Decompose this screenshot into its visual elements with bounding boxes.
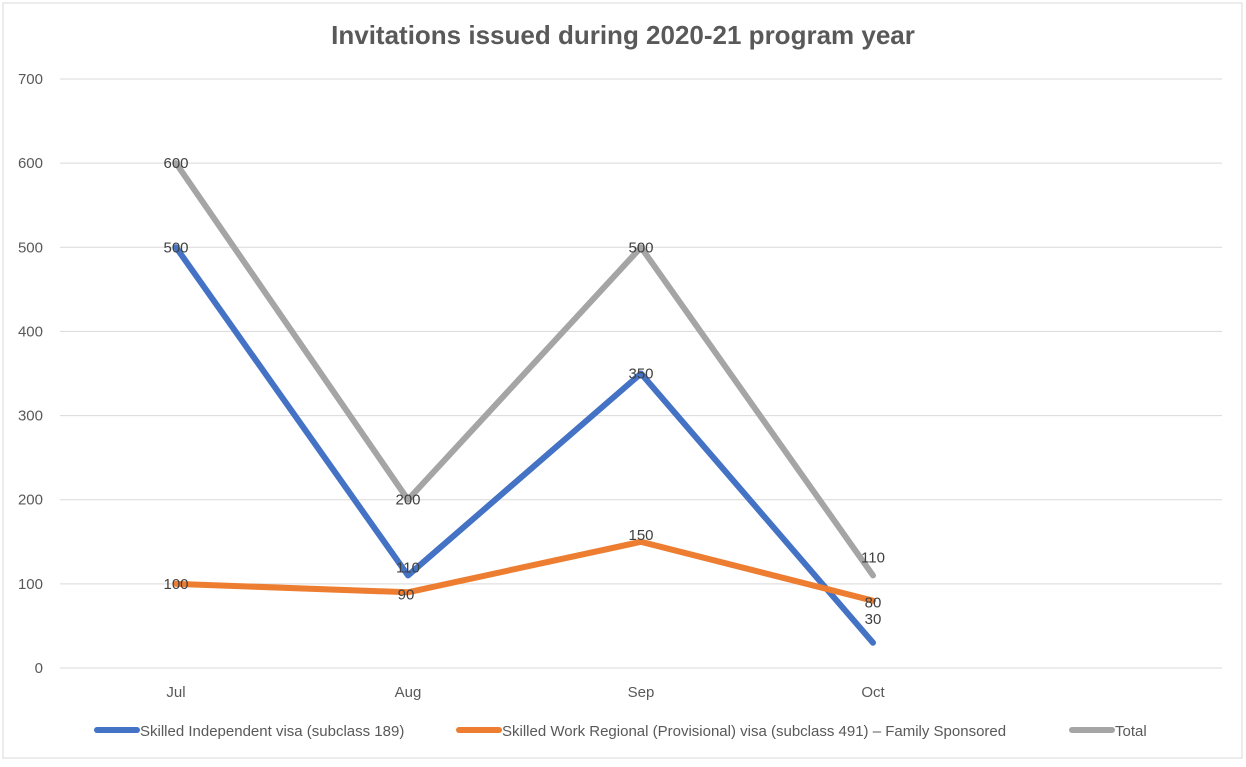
series-line	[173, 160, 876, 579]
data-label: 350	[628, 366, 653, 383]
series-lines	[173, 160, 876, 646]
data-label: 100	[163, 576, 188, 593]
data-label: 90	[398, 586, 415, 603]
data-label: 30	[865, 611, 882, 628]
legend-label: Total	[1115, 723, 1147, 740]
y-axis-tick-labels: 0 100 200 300 400 500 600 700	[18, 71, 43, 677]
data-labels: 500 110 350 30 100 90 150 80 600 200 500 110	[163, 155, 884, 628]
x-tick-label: Oct	[861, 684, 885, 701]
data-label: 200	[395, 492, 420, 509]
data-label: 110	[396, 559, 420, 576]
y-tick-label: 200	[18, 492, 43, 509]
y-tick-label: 700	[18, 71, 43, 88]
y-tick-label: 400	[18, 323, 43, 340]
y-tick-label: 100	[18, 576, 43, 593]
x-tick-label: Aug	[395, 684, 422, 701]
legend-item: Skilled Work Regional (Provisional) visa…	[456, 723, 1006, 740]
y-tick-label: 500	[18, 239, 43, 256]
data-label: 600	[163, 155, 188, 172]
legend-item: Total	[1069, 723, 1147, 740]
y-tick-label: 300	[18, 408, 43, 425]
legend-label: Skilled Independent visa (subclass 189)	[140, 723, 404, 740]
legend: Skilled Independent visa (subclass 189) S…	[94, 723, 1147, 740]
data-label: 110	[861, 549, 885, 566]
data-label: 500	[163, 239, 188, 256]
series-line	[173, 538, 876, 604]
data-label: 500	[628, 239, 653, 256]
legend-item: Skilled Independent visa (subclass 189)	[94, 723, 404, 740]
x-axis-tick-labels: Jul Aug Sep Oct	[166, 684, 885, 701]
x-tick-label: Sep	[628, 684, 655, 701]
data-label: 80	[865, 595, 882, 612]
data-label: 150	[628, 527, 653, 544]
series-line	[173, 244, 876, 646]
x-tick-label: Jul	[166, 684, 185, 701]
legend-label: Skilled Work Regional (Provisional) visa…	[502, 723, 1006, 740]
y-tick-label: 0	[35, 660, 43, 677]
y-tick-label: 600	[18, 155, 43, 172]
chart-title: Invitations issued during 2020-21 progra…	[331, 20, 915, 50]
